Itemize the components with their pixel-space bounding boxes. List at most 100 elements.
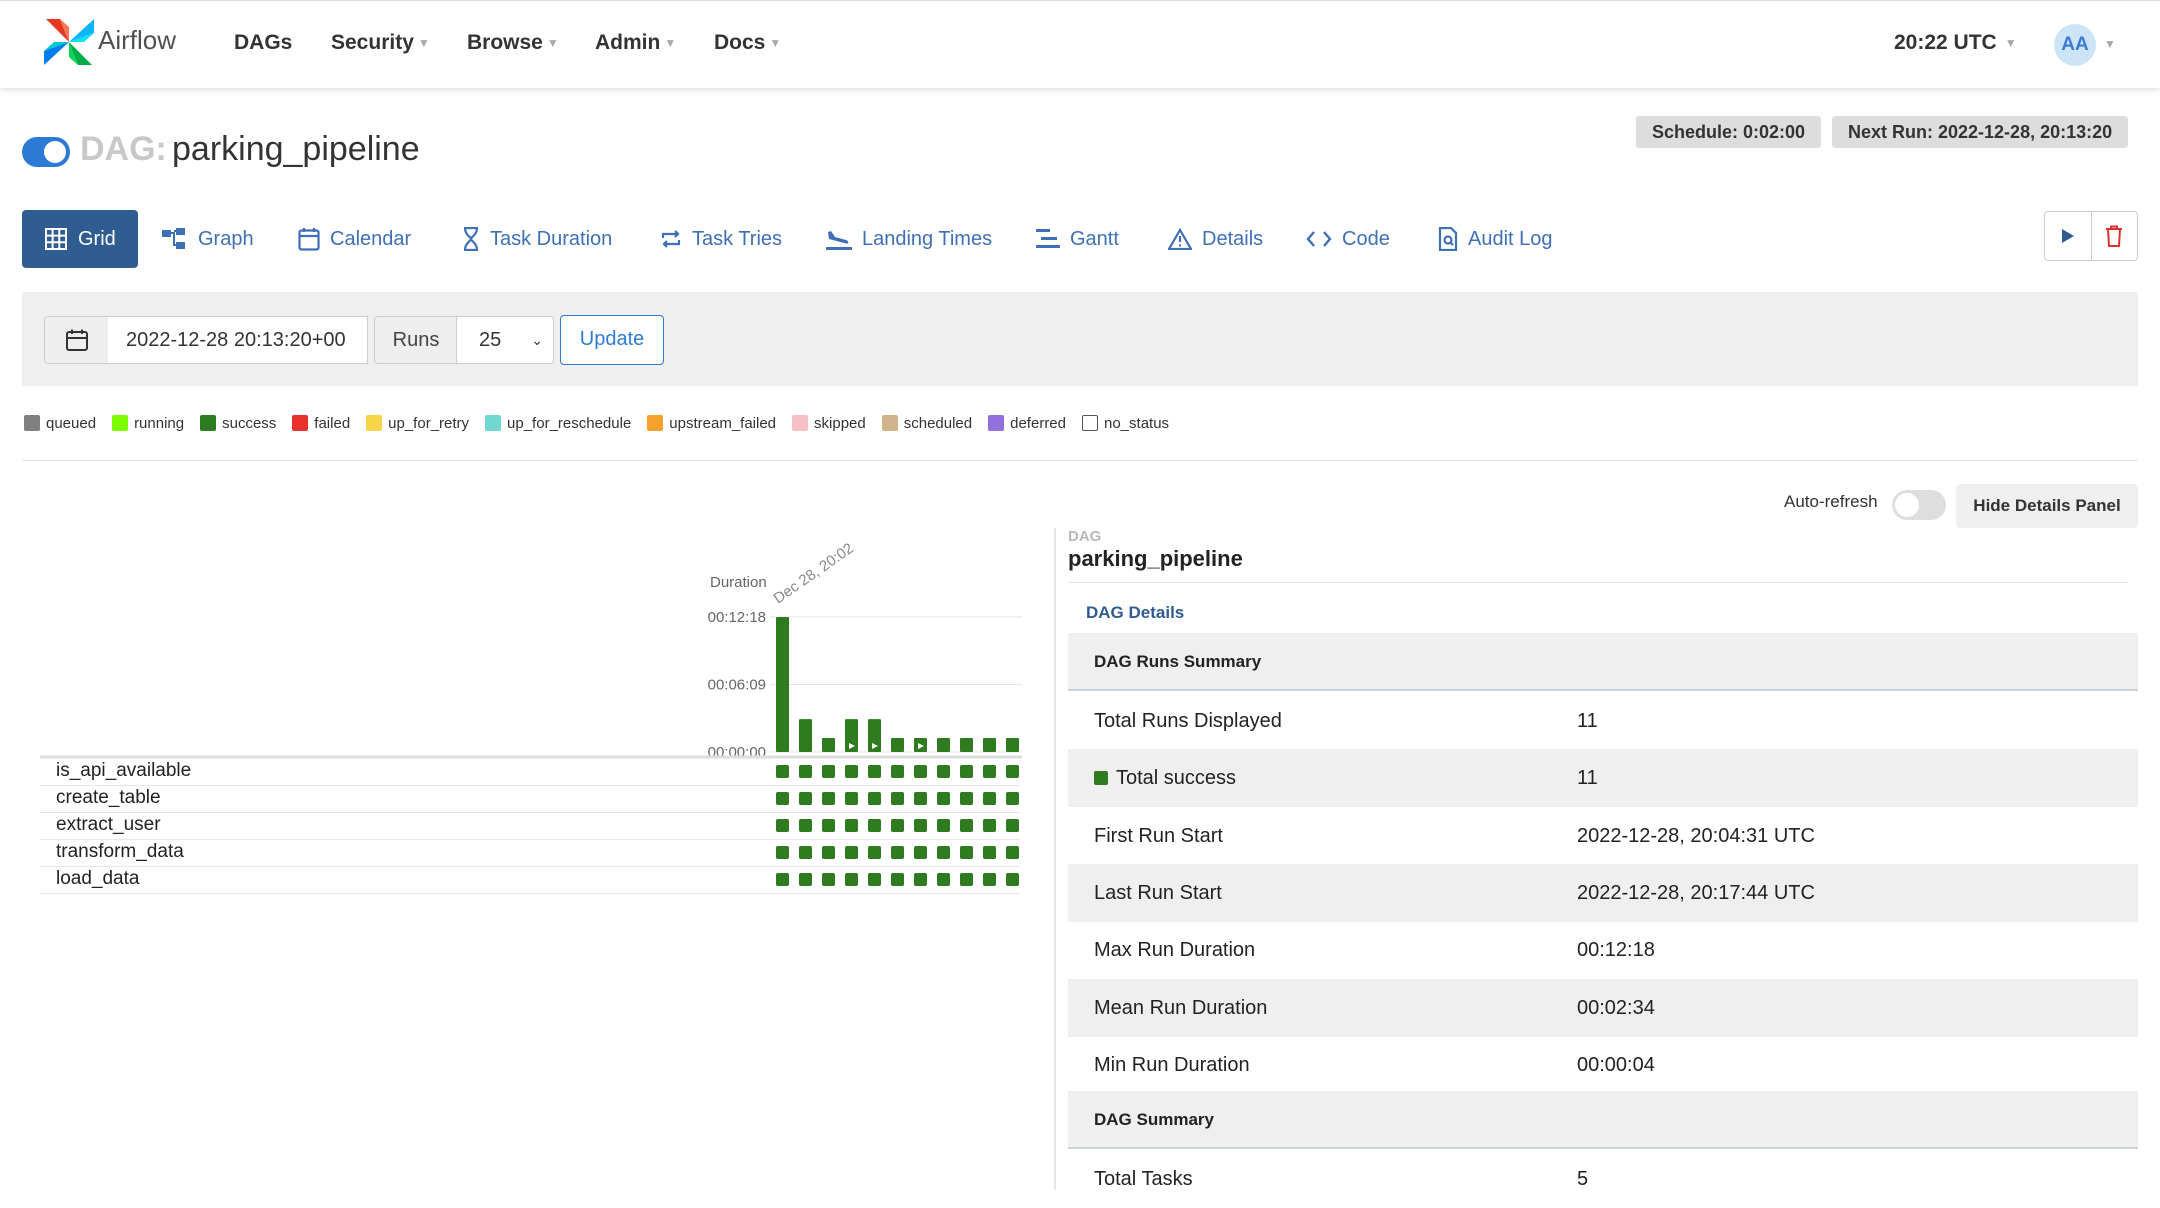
tab-graph[interactable]: Graph (162, 210, 254, 268)
legend-item-up-for-reschedule[interactable]: up_for_reschedule (485, 415, 631, 432)
duration-bar[interactable] (960, 738, 973, 752)
task-instance-cell[interactable] (937, 765, 950, 778)
task-instance-cell[interactable] (960, 819, 973, 832)
legend-item-scheduled[interactable]: scheduled (881, 415, 972, 432)
task-label-create-table[interactable]: create_table (56, 787, 161, 808)
trigger-dag-button[interactable] (2045, 212, 2091, 260)
task-instance-cell[interactable] (845, 873, 858, 886)
task-instance-cell[interactable] (891, 873, 904, 886)
task-instance-cell[interactable] (1006, 846, 1019, 859)
auto-refresh-toggle[interactable] (1892, 490, 1946, 520)
task-instance-cell[interactable] (822, 792, 835, 805)
tab-audit-log[interactable]: Audit Log (1438, 210, 1553, 268)
task-instance-cell[interactable] (1006, 792, 1019, 805)
duration-bar[interactable] (845, 719, 858, 752)
task-instance-cell[interactable] (868, 873, 881, 886)
duration-bar[interactable] (1006, 738, 1019, 752)
task-instance-cell[interactable] (983, 792, 996, 805)
task-label-is-api-available[interactable]: is_api_available (56, 760, 192, 781)
task-instance-cell[interactable] (960, 765, 973, 778)
task-instance-cell[interactable] (822, 819, 835, 832)
airflow-logo[interactable] (40, 15, 98, 69)
task-instance-cell[interactable] (914, 792, 927, 805)
task-instance-cell[interactable] (776, 765, 789, 778)
task-instance-cell[interactable] (776, 846, 789, 859)
task-instance-cell[interactable] (845, 819, 858, 832)
task-instance-cell[interactable] (960, 792, 973, 805)
legend-item-up-for-retry[interactable]: up_for_retry (366, 415, 469, 432)
duration-bar[interactable] (776, 617, 789, 752)
duration-bar[interactable] (868, 719, 881, 752)
legend-item-success[interactable]: success (200, 415, 276, 432)
legend-item-running[interactable]: running (112, 415, 184, 432)
task-instance-cell[interactable] (937, 873, 950, 886)
legend-item-no-status[interactable]: no_status (1082, 415, 1169, 432)
tab-code[interactable]: Code (1306, 210, 1390, 268)
nav-security[interactable]: Security ▼ (331, 31, 430, 54)
date-picker-button[interactable] (44, 316, 110, 364)
task-instance-cell[interactable] (822, 765, 835, 778)
task-instance-cell[interactable] (868, 846, 881, 859)
tab-task-tries[interactable]: Task Tries (660, 210, 782, 268)
panel-title[interactable]: parking_pipeline (1068, 546, 1243, 571)
brand-name[interactable]: Airflow (98, 25, 177, 55)
legend-item-skipped[interactable]: skipped (792, 415, 866, 432)
task-instance-cell[interactable] (776, 819, 789, 832)
nav-dags[interactable]: DAGs (234, 31, 293, 54)
task-instance-cell[interactable] (960, 846, 973, 859)
task-instance-cell[interactable] (776, 873, 789, 886)
legend-item-queued[interactable]: queued (24, 415, 96, 432)
runs-select[interactable]: 25 ⌄ (456, 316, 554, 364)
task-label-transform-data[interactable]: transform_data (56, 841, 184, 862)
user-avatar[interactable]: AA (2054, 24, 2096, 66)
task-instance-cell[interactable] (1006, 873, 1019, 886)
task-instance-cell[interactable] (891, 765, 904, 778)
legend-item-failed[interactable]: failed (292, 415, 350, 432)
timezone-menu[interactable]: 20:22 UTC ▼ (1894, 31, 2017, 54)
task-instance-cell[interactable] (983, 765, 996, 778)
task-instance-cell[interactable] (845, 765, 858, 778)
duration-bar[interactable] (891, 738, 904, 752)
duration-bar[interactable] (983, 738, 996, 752)
task-instance-cell[interactable] (776, 792, 789, 805)
task-instance-cell[interactable] (799, 765, 812, 778)
task-instance-cell[interactable] (868, 765, 881, 778)
task-instance-cell[interactable] (868, 792, 881, 805)
task-instance-cell[interactable] (914, 819, 927, 832)
nav-admin[interactable]: Admin ▼ (595, 31, 677, 54)
delete-dag-button[interactable] (2090, 212, 2137, 260)
task-instance-cell[interactable] (983, 873, 996, 886)
task-label-extract-user[interactable]: extract_user (56, 814, 161, 835)
update-button[interactable]: Update (560, 315, 664, 365)
task-instance-cell[interactable] (914, 873, 927, 886)
duration-bar[interactable] (822, 738, 835, 752)
task-instance-cell[interactable] (960, 873, 973, 886)
task-instance-cell[interactable] (983, 819, 996, 832)
task-instance-cell[interactable] (822, 846, 835, 859)
task-instance-cell[interactable] (799, 819, 812, 832)
task-instance-cell[interactable] (1006, 765, 1019, 778)
dag-pause-toggle[interactable] (22, 137, 70, 167)
tab-landing-times[interactable]: Landing Times (826, 210, 992, 268)
nav-docs[interactable]: Docs ▼ (714, 31, 782, 54)
legend-item-deferred[interactable]: deferred (988, 415, 1066, 432)
task-instance-cell[interactable] (914, 765, 927, 778)
task-label-load-data[interactable]: load_data (56, 868, 140, 889)
task-instance-cell[interactable] (937, 792, 950, 805)
chevron-down-icon[interactable]: ▼ (2104, 37, 2116, 51)
task-instance-cell[interactable] (799, 873, 812, 886)
hide-details-panel-button[interactable]: Hide Details Panel (1956, 484, 2138, 528)
tab-dag-details[interactable]: DAG Details (1086, 603, 1185, 622)
task-instance-cell[interactable] (983, 846, 996, 859)
nav-browse[interactable]: Browse ▼ (467, 31, 559, 54)
task-instance-cell[interactable] (799, 792, 812, 805)
task-instance-cell[interactable] (891, 819, 904, 832)
task-instance-cell[interactable] (799, 846, 812, 859)
base-date-input[interactable]: 2022-12-28 20:13:20+00 (108, 316, 368, 364)
task-instance-cell[interactable] (891, 846, 904, 859)
tab-calendar[interactable]: Calendar (298, 210, 411, 268)
duration-bar[interactable] (937, 738, 950, 752)
tab-gantt[interactable]: Gantt (1036, 210, 1119, 268)
next-run-badge[interactable]: Next Run: 2022-12-28, 20:13:20 (1832, 116, 2129, 148)
task-instance-cell[interactable] (868, 819, 881, 832)
